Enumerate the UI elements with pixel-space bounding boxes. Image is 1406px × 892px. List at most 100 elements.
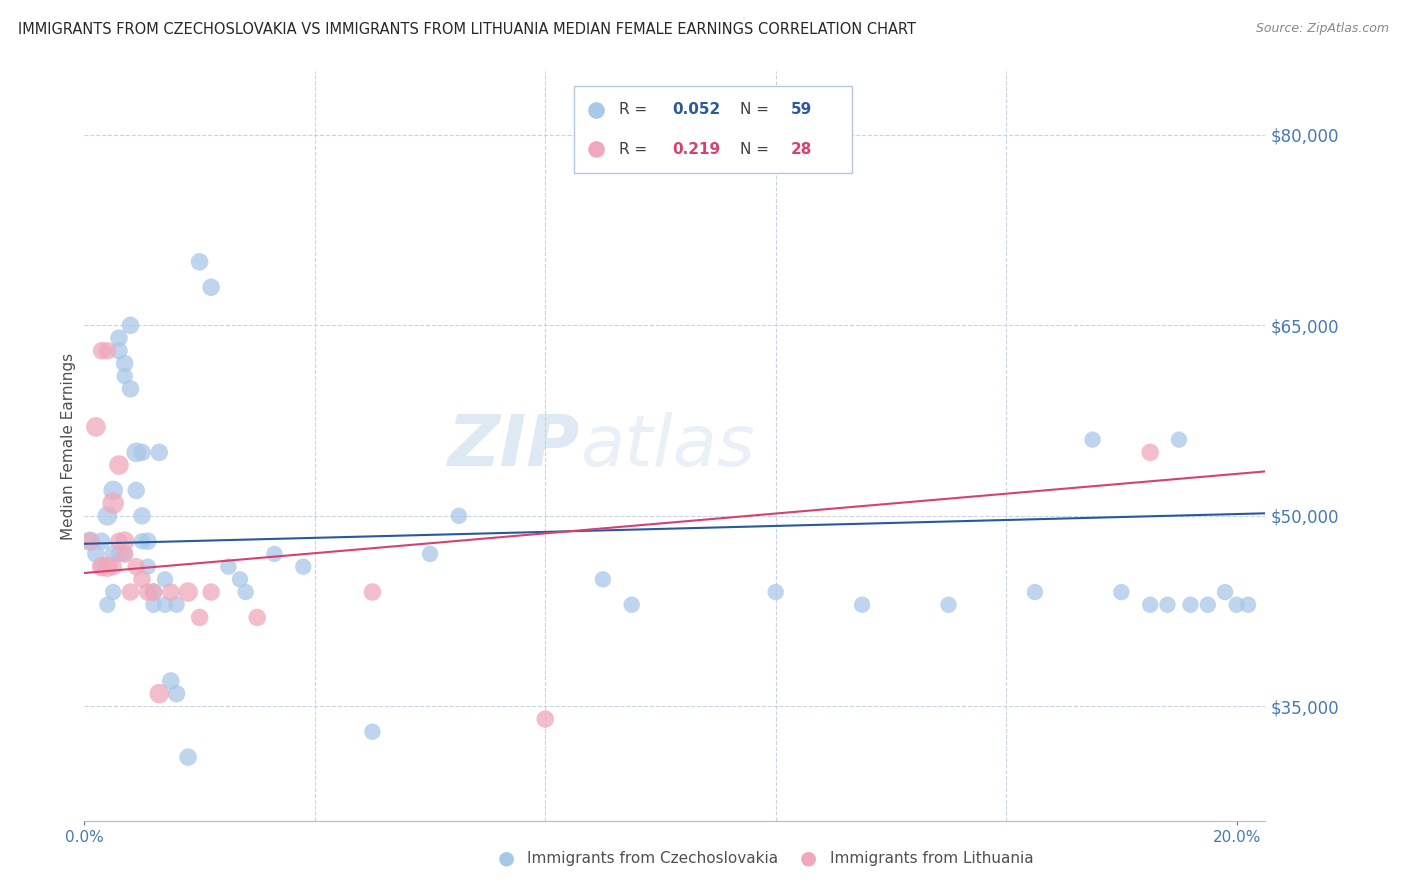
Text: N =: N = (740, 142, 773, 157)
Point (114, 534, 136, 549)
Point (142, 585, 165, 599)
Point (1197, 598, 1219, 612)
Text: 0.052: 0.052 (672, 102, 721, 117)
Point (534, 712, 557, 726)
Point (1024, 585, 1046, 599)
Text: N =: N = (740, 102, 773, 117)
Text: Source: ZipAtlas.com: Source: ZipAtlas.com (1256, 22, 1389, 36)
Text: Immigrants from Lithuania: Immigrants from Lithuania (830, 851, 1033, 865)
Point (114, 369, 136, 384)
Point (96, 508, 118, 523)
Point (79, 534, 101, 549)
Text: 0.219: 0.219 (672, 142, 721, 157)
Point (263, 547, 285, 561)
Point (1111, 585, 1133, 599)
Point (101, 585, 124, 599)
Point (142, 598, 165, 612)
Point (1139, 445, 1161, 459)
Point (96, 559, 118, 574)
Text: Immigrants from Czechoslovakia: Immigrants from Czechoslovakia (527, 851, 779, 865)
Point (131, 534, 153, 549)
Point (96, 343, 118, 358)
Point (84, 420, 107, 434)
Text: 28: 28 (790, 142, 813, 157)
Point (1168, 433, 1191, 447)
Point (114, 356, 136, 370)
Point (108, 343, 131, 358)
Point (938, 598, 960, 612)
Point (217, 559, 239, 574)
Point (1081, 433, 1104, 447)
Text: 59: 59 (790, 102, 811, 117)
Point (1180, 598, 1202, 612)
Point (96, 598, 118, 612)
Point (108, 547, 131, 561)
Point (765, 585, 787, 599)
Point (200, 585, 222, 599)
Point (90, 343, 112, 358)
Point (1213, 585, 1236, 599)
Point (101, 547, 124, 561)
Point (177, 750, 200, 764)
Point (153, 598, 176, 612)
FancyBboxPatch shape (575, 87, 852, 172)
Y-axis label: Median Female Earnings: Median Female Earnings (60, 352, 76, 540)
Point (125, 559, 148, 574)
Point (136, 559, 159, 574)
Point (125, 445, 148, 459)
Point (235, 585, 257, 599)
Point (153, 572, 176, 586)
Point (1226, 598, 1249, 612)
Point (620, 598, 643, 612)
Point (131, 572, 153, 586)
Point (90, 559, 112, 574)
Point (142, 585, 165, 599)
Point (90, 534, 112, 549)
Point (200, 280, 222, 294)
Point (90, 559, 112, 574)
Point (419, 547, 441, 561)
Point (136, 534, 159, 549)
Point (292, 559, 315, 574)
Point (108, 331, 131, 345)
Text: ●: ● (800, 848, 817, 868)
Point (1156, 598, 1178, 612)
Point (229, 572, 252, 586)
Point (120, 318, 142, 333)
Point (120, 382, 142, 396)
Point (114, 547, 136, 561)
Point (361, 724, 384, 739)
Point (114, 547, 136, 561)
Point (136, 585, 159, 599)
Point (101, 483, 124, 498)
Point (166, 687, 188, 701)
Point (851, 598, 873, 612)
Point (101, 559, 124, 574)
Text: ●: ● (498, 848, 515, 868)
Text: atlas: atlas (581, 411, 755, 481)
Text: IMMIGRANTS FROM CZECHOSLOVAKIA VS IMMIGRANTS FROM LITHUANIA MEDIAN FEMALE EARNIN: IMMIGRANTS FROM CZECHOSLOVAKIA VS IMMIGR… (18, 22, 917, 37)
Text: R =: R = (620, 142, 652, 157)
Point (1139, 598, 1161, 612)
Point (177, 585, 200, 599)
Point (108, 534, 131, 549)
Text: ZIP: ZIP (449, 411, 581, 481)
Point (166, 598, 188, 612)
Point (125, 483, 148, 498)
Point (131, 508, 153, 523)
Point (188, 255, 211, 269)
Point (447, 508, 470, 523)
Point (84, 547, 107, 561)
Point (188, 610, 211, 624)
Point (120, 585, 142, 599)
Point (108, 458, 131, 472)
Point (148, 687, 170, 701)
Point (361, 585, 384, 599)
Text: R =: R = (620, 102, 652, 117)
Point (101, 496, 124, 510)
Point (148, 445, 170, 459)
Point (131, 445, 153, 459)
Point (1237, 598, 1260, 612)
Point (159, 673, 181, 688)
Point (159, 585, 181, 599)
